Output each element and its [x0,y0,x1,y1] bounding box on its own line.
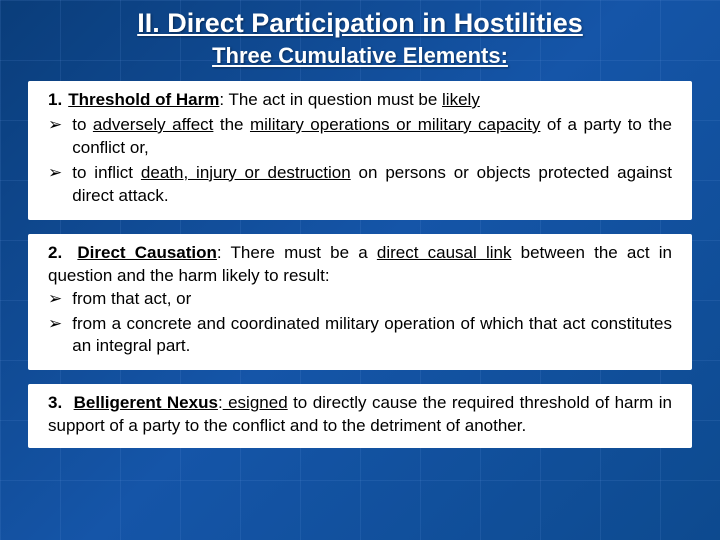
item-1-lead: 1. Threshold of Harm: The act in questio… [48,89,672,112]
item-2-number: 2. [48,243,62,262]
item-3-heading: Belligerent Nexus [74,393,218,412]
item-2-lead: 2. Direct Causation: There must be a dir… [48,242,672,288]
element-box-1: 1. Threshold of Harm: The act in questio… [28,81,692,220]
item-2-bullet-2: ➢ from a concrete and coordinated milita… [48,313,672,359]
item-3-number: 3. [48,393,62,412]
slide-title: II. Direct Participation in Hostilities [28,8,692,39]
item-1-content: Threshold of Harm: The act in question m… [68,89,672,112]
item-2-heading: Direct Causation [77,243,217,262]
slide: II. Direct Participation in Hostilities … [0,0,720,540]
item-1-number: 1. [48,89,62,112]
bullet-icon: ➢ [48,288,62,311]
element-box-2: 2. Direct Causation: There must be a dir… [28,234,692,371]
bullet-content: from that act, or [72,288,672,311]
slide-subtitle: Three Cumulative Elements: [28,43,692,69]
bullet-icon: ➢ [48,313,62,359]
bullet-content: to inflict death, injury or destruction … [72,162,672,208]
item-2-bullet-1: ➢ from that act, or [48,288,672,311]
item-1-bullet-2: ➢ to inflict death, injury or destructio… [48,162,672,208]
bullet-content: to adversely affect the military operati… [72,114,672,160]
item-3-content: 3. Belligerent Nexus: esigned to directl… [48,392,672,438]
item-1-heading: Threshold of Harm [68,90,219,109]
element-box-3: 3. Belligerent Nexus: esigned to directl… [28,384,692,448]
bullet-icon: ➢ [48,114,62,160]
bullet-icon: ➢ [48,162,62,208]
item-1-bullet-1: ➢ to adversely affect the military opera… [48,114,672,160]
bullet-content: from a concrete and coordinated military… [72,313,672,359]
